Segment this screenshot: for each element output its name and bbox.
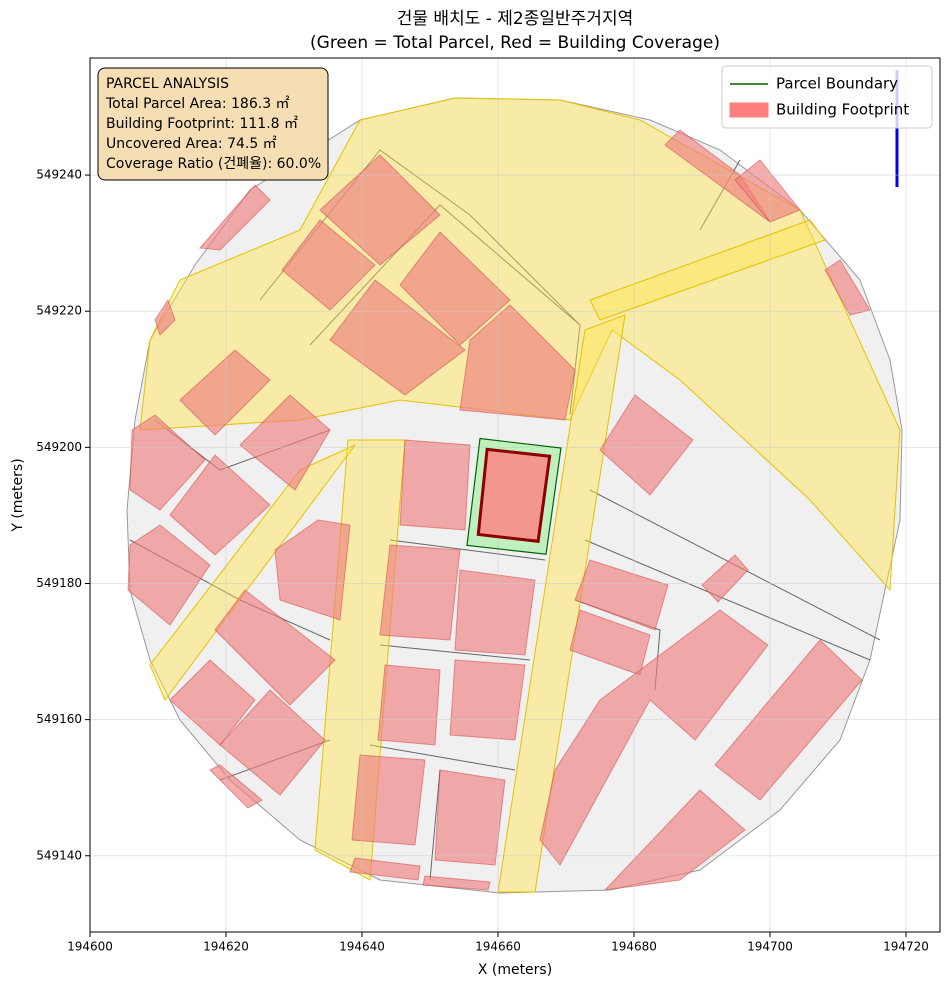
building [574, 559, 669, 631]
chart-title: 건물 배치도 - 제2종일반주거지역 [397, 9, 633, 29]
x-tick-label: 194640 [339, 940, 385, 954]
building [209, 764, 263, 809]
building [454, 569, 536, 656]
building [351, 754, 426, 846]
building [599, 394, 694, 496]
base-map [90, 58, 940, 932]
building [274, 519, 351, 621]
building [179, 349, 271, 436]
annotation-line: Coverage Ratio (건폐율): 60.0% [106, 156, 321, 172]
x-tick-label: 194700 [747, 940, 793, 954]
y-tick-label: 549180 [36, 576, 82, 590]
building [459, 304, 576, 421]
building [603, 789, 746, 891]
building [379, 544, 461, 641]
annotation-line: Building Footprint: 111.8 ㎡ [106, 116, 298, 132]
building [214, 589, 336, 706]
building [127, 524, 211, 626]
y-tick-label: 549140 [36, 848, 82, 862]
building [219, 689, 326, 796]
y-tick-label: 549220 [36, 304, 82, 318]
building [399, 231, 511, 346]
building [701, 554, 749, 603]
x-tick-label: 194620 [203, 940, 249, 954]
building [129, 414, 206, 511]
building [377, 664, 441, 746]
plot-frame [89, 57, 941, 933]
y-tick-label: 549160 [36, 712, 82, 726]
legend-label: Parcel Boundary [776, 75, 898, 93]
x-tick-label: 194600 [67, 940, 113, 954]
building [422, 875, 491, 891]
building [281, 219, 376, 311]
building [198, 184, 271, 251]
building [349, 857, 421, 881]
y-axis-label: Y (meters) [10, 458, 26, 532]
x-tick-label: 194680 [611, 940, 657, 954]
legend-box [721, 65, 933, 129]
road [149, 444, 356, 701]
x-tick-label: 194660 [475, 940, 521, 954]
road [589, 219, 826, 321]
annotation-box [97, 67, 329, 181]
building [824, 259, 871, 316]
chart-subtitle: (Green = Total Parcel, Red = Building Co… [310, 33, 720, 53]
road [497, 314, 626, 893]
annotation-line: Uncovered Area: 74.5 ㎡ [106, 136, 277, 152]
building [449, 659, 526, 741]
road [314, 439, 406, 881]
y-tick-label: 549200 [36, 440, 82, 454]
building [399, 439, 471, 531]
annotation-line: PARCEL ANALYSIS [106, 76, 229, 92]
legend-swatch [729, 102, 769, 118]
building [169, 454, 271, 556]
building [329, 279, 466, 396]
building [539, 609, 769, 866]
annotation-line: Total Parcel Area: 186.3 ㎡ [105, 96, 290, 112]
building [319, 154, 441, 266]
building [239, 394, 331, 491]
building [434, 769, 506, 866]
x-axis-label: X (meters) [478, 962, 552, 978]
building [154, 298, 176, 336]
legend-label: Building Footprint [776, 101, 909, 119]
building-footprint [476, 447, 552, 543]
y-tick-label: 549240 [36, 168, 82, 182]
x-tick-label: 194720 [883, 940, 929, 954]
